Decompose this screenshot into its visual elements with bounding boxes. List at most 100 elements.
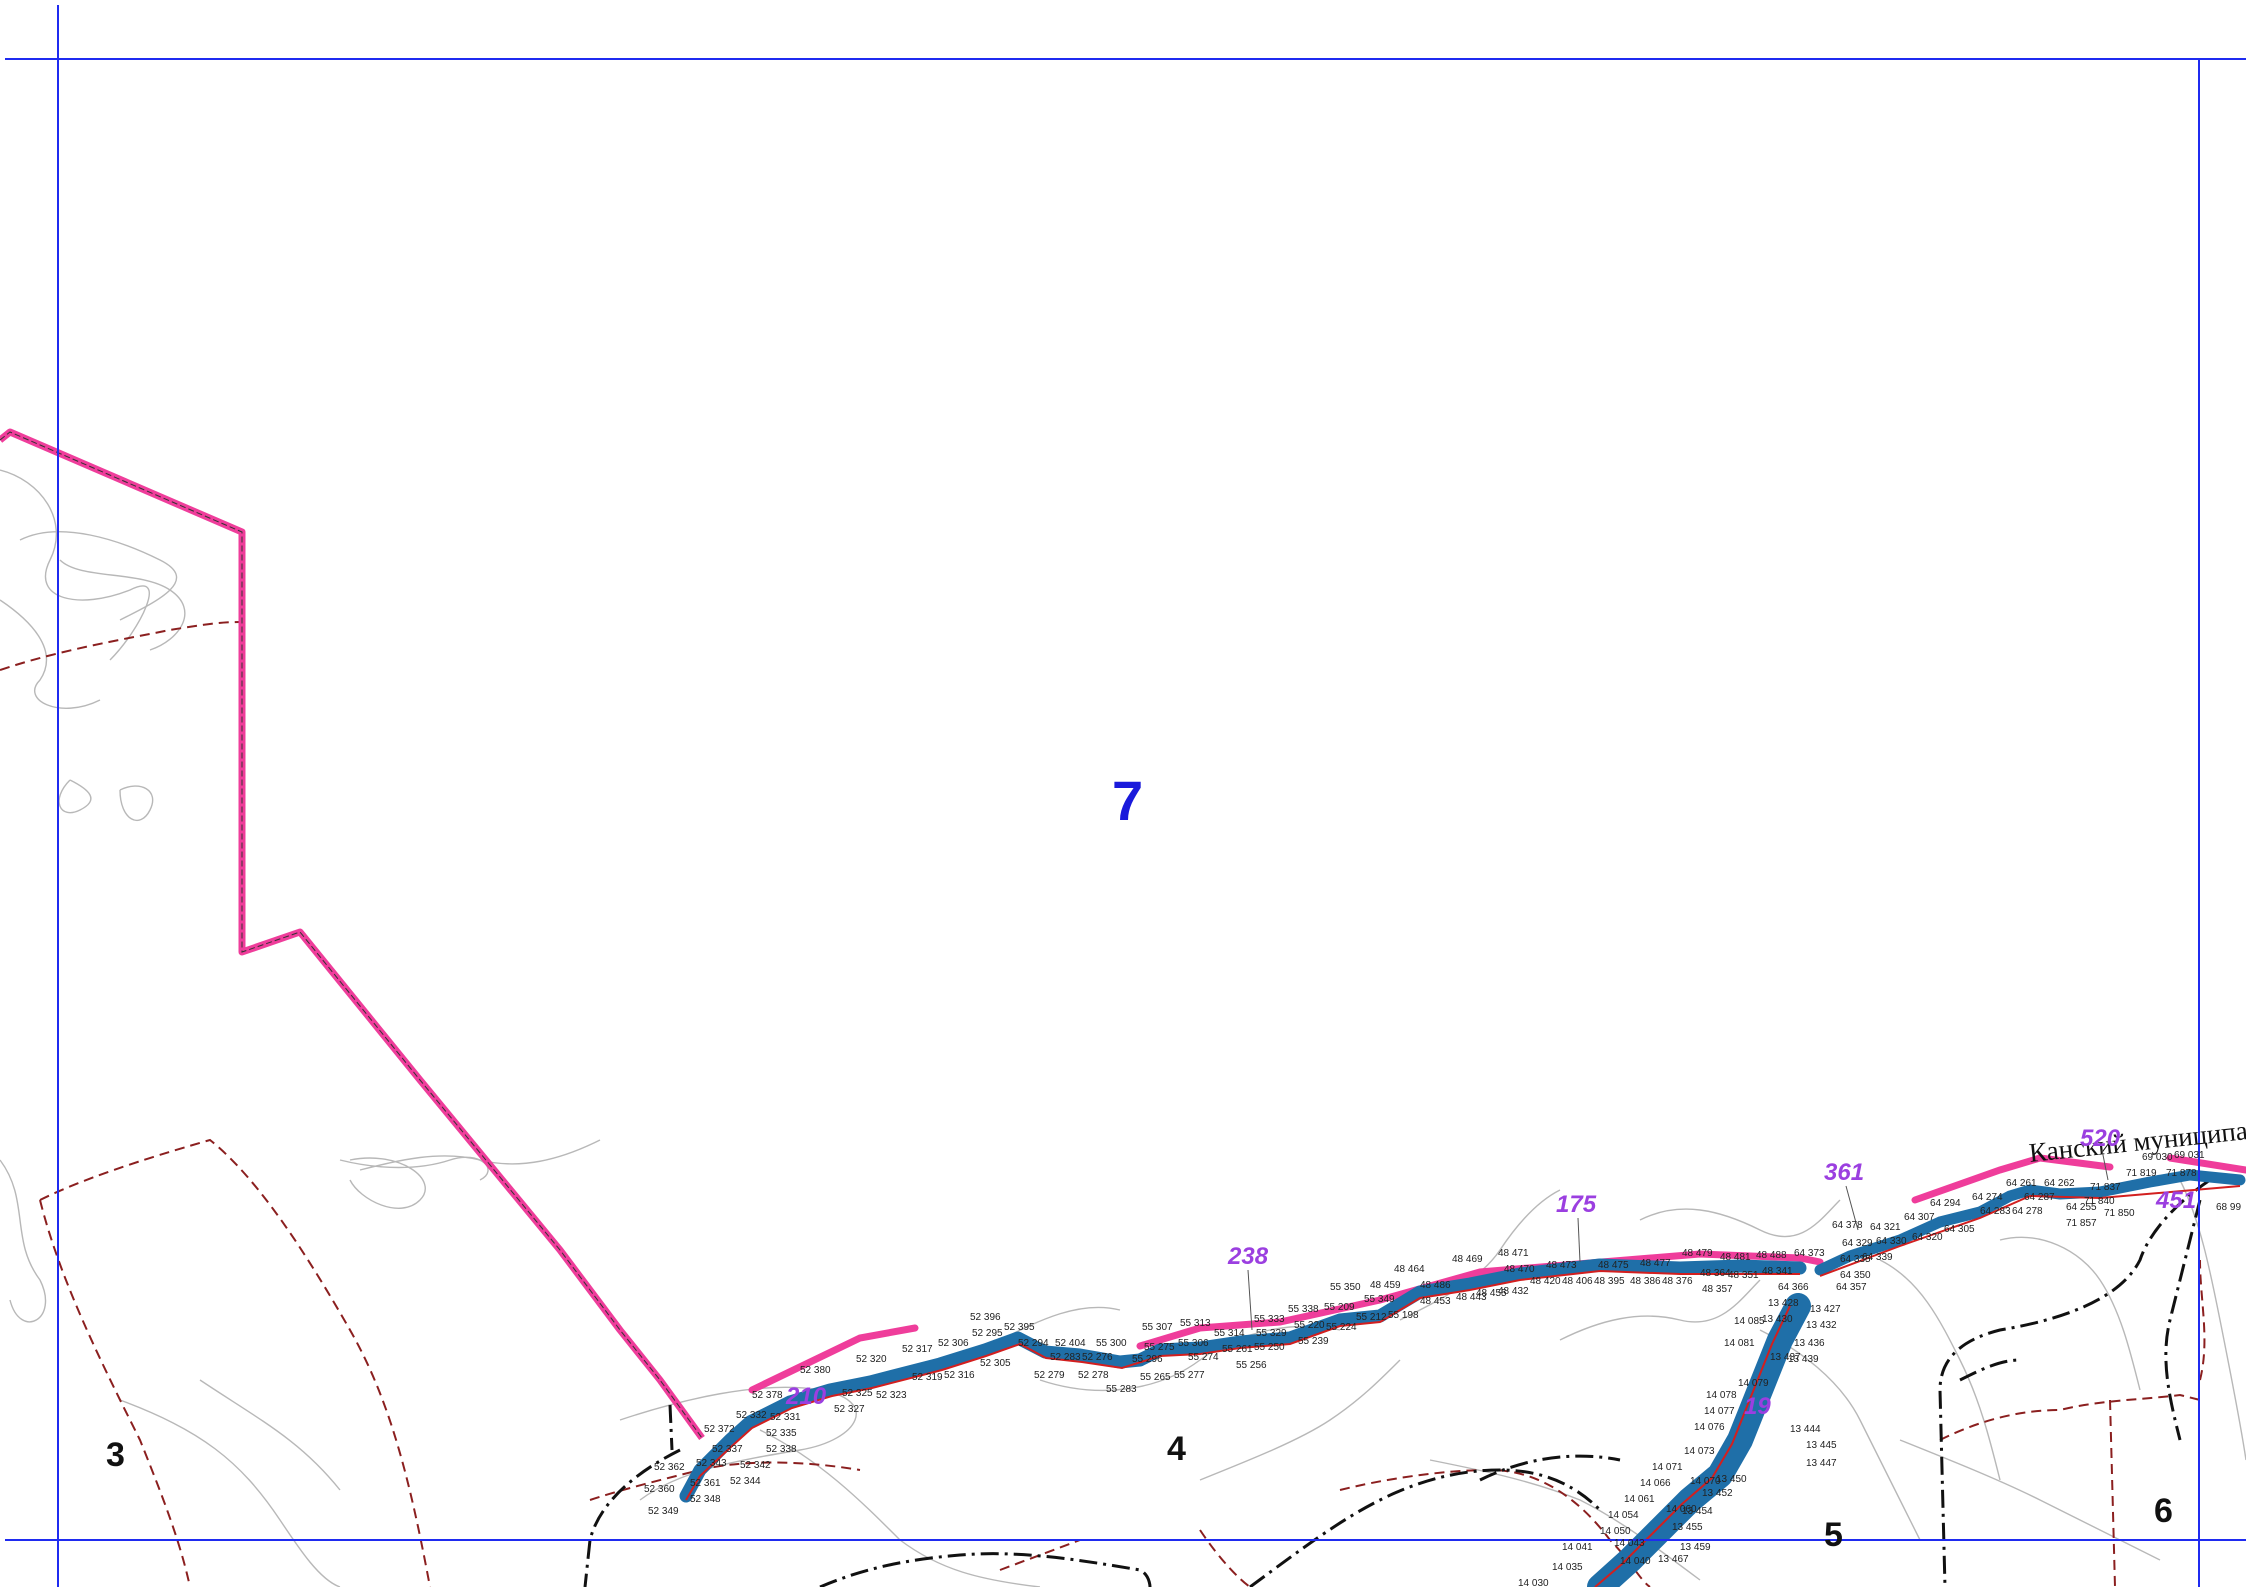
black-boundary-line bbox=[1938, 1178, 2211, 1587]
point-number-label: 64 335 bbox=[1840, 1254, 1871, 1265]
point-number-label: 52 372 bbox=[704, 1424, 735, 1435]
point-number-label: 13 452 bbox=[1702, 1488, 1733, 1499]
red-edge-line bbox=[685, 1269, 1800, 1501]
dashed-boundary-line bbox=[39, 1138, 431, 1587]
contour-line bbox=[0, 1159, 47, 1323]
point-number-label: 64 357 bbox=[1836, 1282, 1867, 1293]
point-number-label: 13 439 bbox=[1788, 1354, 1819, 1365]
point-number-label: 14 030 bbox=[1518, 1578, 1549, 1587]
sheet-label-4: 4 bbox=[1167, 1430, 1186, 1468]
point-number-label: 55 277 bbox=[1174, 1370, 1205, 1381]
leader-line bbox=[1247, 1269, 1253, 1331]
point-number-label: 55 306 bbox=[1178, 1338, 1209, 1349]
point-number-label: 14 078 bbox=[1706, 1390, 1737, 1401]
point-number-label: 52 338 bbox=[766, 1444, 797, 1455]
point-number-label: 71 857 bbox=[2066, 1218, 2097, 1229]
point-number-label: 13 447 bbox=[1806, 1458, 1837, 1469]
point-number-label: 52 306 bbox=[938, 1338, 969, 1349]
point-number-label: 71 837 bbox=[2090, 1182, 2121, 1193]
point-number-label: 64 373 bbox=[1794, 1248, 1825, 1259]
point-number-label: 52 283 bbox=[1050, 1352, 1081, 1363]
leader-lines bbox=[1247, 1149, 2109, 1331]
contour-line bbox=[349, 1157, 426, 1209]
point-number-label: 48 473 bbox=[1546, 1260, 1577, 1271]
black-boundaries bbox=[583, 1178, 2211, 1587]
dashed-boundary-line bbox=[1199, 1529, 1251, 1587]
pink-strip bbox=[748, 1324, 919, 1394]
point-number-label: 52 325 bbox=[842, 1388, 873, 1399]
point-number-label: 55 329 bbox=[1256, 1328, 1287, 1339]
point-number-label: 52 378 bbox=[752, 1390, 783, 1401]
point-number-labels: 52 378 52 380 52 320 52 317 52 306 52 396 52 2… bbox=[644, 1150, 2241, 1587]
point-number-label: 13 444 bbox=[1790, 1424, 1821, 1435]
point-number-label: 55 296 bbox=[1132, 1354, 1163, 1365]
point-number-label: 55 350 bbox=[1330, 1282, 1361, 1293]
point-number-label: 52 360 bbox=[644, 1484, 675, 1495]
point-number-label: 52 278 bbox=[1078, 1370, 1109, 1381]
frame-lines bbox=[5, 5, 2246, 1587]
red-edge-line bbox=[1819, 1185, 2241, 1277]
point-number-label: 55 283 bbox=[1106, 1384, 1137, 1395]
point-number-label: 48 481 bbox=[1720, 1252, 1751, 1263]
point-number-label: 64 283 bbox=[1980, 1206, 2011, 1217]
point-number-label: 48 471 bbox=[1498, 1248, 1529, 1259]
dashed-boundary-line bbox=[2199, 1259, 2206, 1381]
point-number-label: 69 031 bbox=[2174, 1150, 2205, 1161]
dashed-boundary-line bbox=[1939, 1393, 2201, 1441]
black-boundary-line bbox=[2164, 1199, 2202, 1441]
point-number-label: 71 878 bbox=[2166, 1168, 2197, 1179]
point-number-label: 14 079 bbox=[1738, 1378, 1769, 1389]
contour-line bbox=[2179, 1179, 2246, 1461]
red-edge-lines bbox=[685, 1185, 2241, 1587]
black-boundary-line bbox=[668, 1404, 674, 1451]
point-number-label: 64 294 bbox=[1930, 1198, 1961, 1209]
dashed-boundaries bbox=[0, 621, 2206, 1587]
point-number-label: 55 239 bbox=[1298, 1336, 1329, 1347]
dashed-boundary-line bbox=[999, 1539, 1081, 1571]
dashed-boundary-line bbox=[39, 1199, 191, 1587]
point-number-label: 48 464 bbox=[1394, 1264, 1425, 1275]
zone-label-7: 7 bbox=[1112, 769, 1143, 832]
point-number-label: 55 333 bbox=[1254, 1314, 1285, 1325]
segment-label-175: 175 bbox=[1556, 1191, 1597, 1218]
river-strips bbox=[679, 1169, 2246, 1587]
point-number-label: 55 224 bbox=[1326, 1322, 1357, 1333]
point-number-label: 64 320 bbox=[1912, 1232, 1943, 1243]
point-number-label: 48 477 bbox=[1640, 1258, 1671, 1269]
district-boundary-core bbox=[0, 431, 703, 1439]
point-number-label: 64 278 bbox=[2012, 1206, 2043, 1217]
contour-line bbox=[58, 779, 92, 814]
point-number-label: 14 050 bbox=[1600, 1526, 1631, 1537]
point-number-label: 71 840 bbox=[2084, 1196, 2115, 1207]
contour-line bbox=[119, 1399, 341, 1587]
point-number-label: 64 305 bbox=[1944, 1224, 1975, 1235]
sheet-label-5: 5 bbox=[1824, 1516, 1843, 1554]
pink-strip bbox=[1911, 1154, 2114, 1204]
contour-line bbox=[0, 469, 150, 661]
point-number-label: 52 317 bbox=[902, 1344, 933, 1355]
point-number-label: 48 420 bbox=[1530, 1276, 1561, 1287]
segment-label-19: 19 bbox=[1744, 1393, 1771, 1420]
contour-line bbox=[1559, 1279, 1761, 1341]
sheet-label-3: 3 bbox=[106, 1436, 125, 1474]
sheet-label-6: 6 bbox=[2154, 1492, 2173, 1530]
point-number-label: 64 329 bbox=[1842, 1238, 1873, 1249]
point-number-label: 55 338 bbox=[1288, 1304, 1319, 1315]
point-number-label: 64 330 bbox=[1876, 1236, 1907, 1247]
point-number-label: 13 459 bbox=[1680, 1542, 1711, 1553]
point-number-label: 52 279 bbox=[1034, 1370, 1065, 1381]
point-number-label: 55 300 bbox=[1096, 1338, 1127, 1349]
point-number-label: 55 314 bbox=[1214, 1328, 1245, 1339]
point-number-label: 14 061 bbox=[1624, 1494, 1655, 1505]
point-number-label: 52 343 bbox=[696, 1458, 727, 1469]
point-number-label: 14 041 bbox=[1562, 1542, 1593, 1553]
point-number-label: 55 209 bbox=[1324, 1302, 1355, 1313]
river-strip-main bbox=[679, 1258, 1807, 1503]
contour-line bbox=[1399, 1189, 1561, 1321]
point-number-label: 55 313 bbox=[1180, 1318, 1211, 1329]
leader-line bbox=[2101, 1149, 2109, 1181]
point-number-label: 52 361 bbox=[690, 1478, 721, 1489]
point-number-label: 52 294 bbox=[1018, 1338, 1049, 1349]
point-number-label: 64 378 bbox=[1832, 1220, 1863, 1231]
